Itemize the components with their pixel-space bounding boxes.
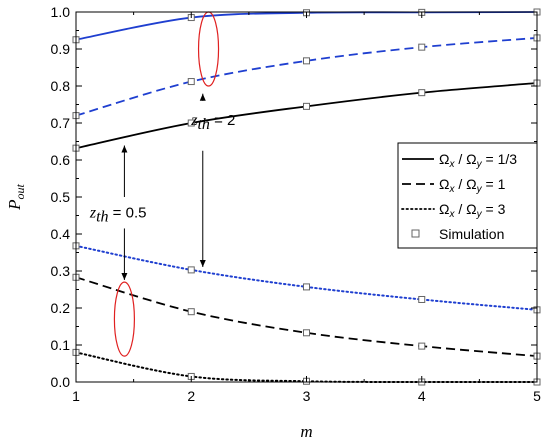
y-tick-label: 1.0 — [51, 4, 71, 20]
y-axis-title: Pout — [5, 183, 27, 210]
y-tick-label: 0.3 — [51, 263, 71, 279]
annotations-group: zth = 2 zth = 0.5 — [89, 93, 235, 280]
y-tick-label: 0.9 — [51, 41, 71, 57]
annotation-zth2: zth = 2 — [190, 112, 235, 133]
annotation-arrow-zth2-up-head — [199, 93, 206, 101]
y-tick-label: 0.2 — [51, 300, 71, 316]
simulation-point — [187, 308, 195, 316]
highlight-ellipse-zth05 — [113, 281, 136, 357]
series-line-solid — [75, 82, 538, 150]
legend-label: Ωx / Ωy = 1 — [439, 176, 506, 195]
legend-label: Simulation — [439, 226, 504, 242]
x-tick-label: 4 — [418, 388, 426, 404]
simulation-point — [303, 329, 310, 337]
simulation-point — [418, 89, 426, 97]
series-line-dashed — [75, 37, 538, 117]
annotation-arrow-zth05-up-head — [121, 145, 128, 153]
y-tick-label: 0.6 — [51, 152, 71, 168]
y-axis-title-sub: out — [13, 183, 27, 199]
x-tick-label: 1 — [72, 388, 80, 404]
simulation-point — [418, 295, 426, 303]
simulation-point — [187, 119, 195, 127]
legend-box — [397, 142, 538, 249]
simulation-point — [418, 342, 426, 350]
x-tick-label: 2 — [187, 388, 195, 404]
simulation-point — [187, 266, 195, 274]
y-tick-label: 0.7 — [51, 115, 71, 131]
annotation-arrow-zth2-down-head — [199, 260, 206, 267]
simulation-point — [187, 78, 195, 86]
y-axis-title-main: P — [5, 199, 24, 210]
legend-label: Ωx / Ωy = 3 — [439, 201, 506, 220]
x-axis-title: m — [300, 422, 312, 441]
y-tick-label: 0.4 — [51, 226, 71, 242]
y-tick-label: 0.5 — [51, 189, 71, 205]
y-tick-label: 0.0 — [51, 374, 71, 390]
series-line-dashed — [75, 276, 538, 357]
x-tick-label: 3 — [303, 388, 311, 404]
y-axis: 0.0 0.1 0.2 0.3 0.4 0.5 0.6 0.7 0.8 0.9 1.0 — [51, 4, 537, 390]
annotation-arrow-zth05-down-head — [121, 272, 128, 280]
simulation-point — [303, 57, 310, 65]
y-tick-label: 0.8 — [51, 78, 71, 94]
legend: Ωx / Ωy = 1/3 Ωx / Ωy = 1 Ωx / Ωy = 3 Simul… — [397, 142, 538, 249]
simulation-point — [418, 43, 426, 51]
highlight-ellipse-zth2 — [197, 11, 220, 87]
simulation-point — [303, 102, 310, 110]
series-line-dotted — [75, 244, 538, 311]
x-tick-label: 5 — [533, 388, 541, 404]
annotation-zth05: zth = 0.5 — [89, 204, 147, 225]
legend-marker — [411, 229, 420, 238]
x-axis: 1 2 3 4 5 — [72, 12, 541, 404]
y-tick-label: 0.1 — [51, 337, 71, 353]
legend-label: Ωx / Ωy = 1/3 — [439, 151, 517, 170]
simulation-point — [303, 283, 310, 291]
